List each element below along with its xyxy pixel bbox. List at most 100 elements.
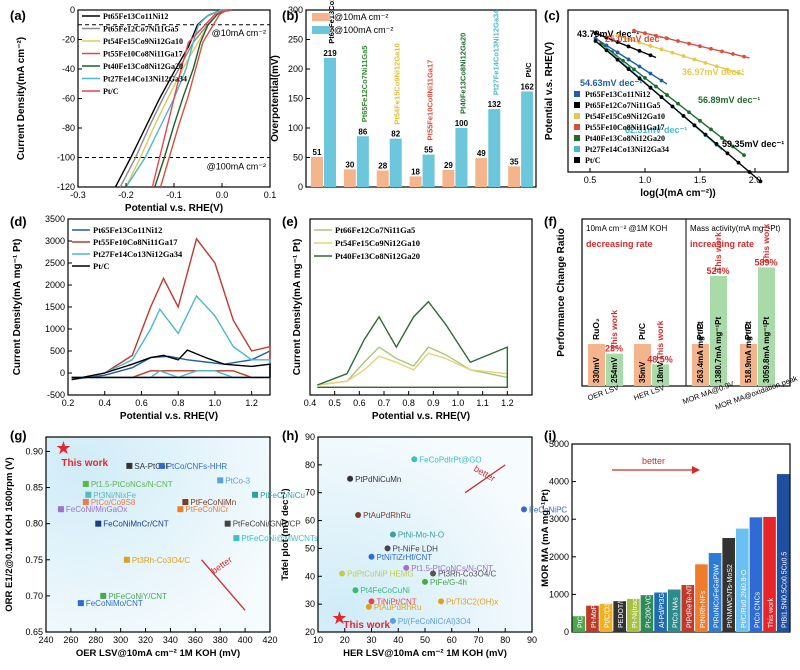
e-xtick-label: 1.2 <box>501 398 514 408</box>
note: increasing rate <box>690 239 754 249</box>
point-label: PtFeCoNi@MWCNTs <box>241 534 318 543</box>
b-ytick-label: 250 <box>288 35 303 45</box>
panel-e-frame <box>309 218 533 396</box>
x-axis-label: HER LSV@10mA cm⁻² 1M KOH (mV) <box>343 648 507 659</box>
data-marker <box>368 598 375 605</box>
data-label: 82 <box>391 130 400 139</box>
fit-line <box>595 40 761 182</box>
data-marker <box>520 506 527 513</box>
cv-curve <box>317 300 509 388</box>
e-xtick-label: 1.0 <box>452 398 465 408</box>
x-axis-label: Potential v.s. RHE(V) <box>125 203 223 214</box>
a-xtick-label: 0.0 <box>216 190 229 200</box>
legend-marker <box>574 146 580 152</box>
data-marker <box>82 480 89 487</box>
legend-entry: Pt40Fe13Co8Ni12Ga20 <box>585 134 665 143</box>
panel-letter: (h) <box>282 428 299 443</box>
g-ytick-label: 0.90 <box>25 446 43 456</box>
panel-g-frame <box>45 436 271 633</box>
point-label: FeCoNiMnCr/CNT <box>103 520 168 529</box>
bar <box>343 169 356 187</box>
data-marker <box>389 617 396 624</box>
b-ytick-label: 300 <box>288 5 303 15</box>
point-label: Pt/Ti3C2(OH)x <box>446 597 498 606</box>
data-marker <box>355 512 362 518</box>
legend-entry: Pt54Fe15Co9Ni12Ga10 <box>103 37 183 46</box>
e-xtick-label: 0.4 <box>304 398 317 408</box>
h-ytick-label: 80 <box>305 460 315 470</box>
point-label: FeCoNiPC <box>529 505 567 514</box>
bar-label: This work <box>768 598 775 628</box>
point-label: PtCo-3 <box>225 476 250 485</box>
e-xtick-label: 0.6 <box>353 398 366 408</box>
legend-marker <box>574 91 580 97</box>
bar <box>640 595 654 632</box>
i-ytick-label: 1000 <box>549 589 569 599</box>
panel-h: ★This work FeCoPdIrPt@GO PtPdNiCuMn FeCoNiP… <box>305 432 567 645</box>
b-ytick-label: 0 <box>298 182 303 192</box>
data-marker <box>365 603 372 610</box>
better-arrow <box>201 559 246 611</box>
g-ytick-label: 0.70 <box>25 591 43 601</box>
x-axis-label: OER LSV@10mA cm⁻² 1M KOH (mV) <box>76 648 240 659</box>
series-line <box>159 9 232 188</box>
category-label: Pt54Fe15Co9Ni12Ga10 <box>393 43 402 124</box>
data-marker <box>430 570 437 577</box>
d-xtick-label: 0.2 <box>62 398 75 408</box>
h-ytick-label: 60 <box>305 516 315 526</box>
h-ytick-label: 30 <box>305 599 315 609</box>
point-label: PtNi-Mo-N-O <box>398 531 444 540</box>
point-label: PtFeCoNiMn <box>190 498 236 507</box>
legend-marker <box>574 135 580 141</box>
data-label: 35 <box>510 157 519 166</box>
h-ytick-label: 70 <box>305 488 315 498</box>
a-ytick-label: -80 <box>62 123 75 133</box>
bar-label: PtBi1.5Ni0.5Co0.5Cu0.5 <box>782 552 789 628</box>
d-ytick-label: 500 <box>50 346 65 356</box>
cv-curve <box>71 237 271 381</box>
d-xtick-label: 1.2 <box>245 398 258 408</box>
bar-label: PtRuNiCoFeGaPbW <box>714 564 721 628</box>
point-label: PtPdNiCuMn <box>355 475 401 484</box>
bar-label: Pt/C/O3-P <box>605 596 612 628</box>
a-xtick-label: -0.2 <box>118 190 134 200</box>
bar <box>667 589 681 632</box>
bar-value: 35mV <box>638 361 647 383</box>
bar <box>758 267 775 386</box>
d-xtick-label: 0.4 <box>98 398 111 408</box>
legend-entry: Pt55Fe10Co8Ni11Ga17 <box>93 237 178 247</box>
bar <box>572 616 586 632</box>
i-ytick-label: 5000 <box>549 439 569 449</box>
data-marker <box>384 545 391 552</box>
fit-line <box>617 35 745 76</box>
c-xtick-label: 0.5 <box>584 175 597 185</box>
data-marker <box>82 499 89 505</box>
note: decreasing rate <box>586 239 653 249</box>
point-label: Pt1.5-PtCoNCs/N-CNT <box>411 564 493 573</box>
bar-label: This work <box>761 223 771 263</box>
a-ytick-label: -40 <box>62 64 75 74</box>
bar <box>763 516 776 632</box>
point-label: Pt/(FeCoNiCrAl)3O4 <box>398 617 471 626</box>
legend-entry: Pt66Fe12Co7Ni11Ga5 <box>335 225 415 235</box>
bar <box>708 553 722 632</box>
bar <box>422 154 435 187</box>
slope-label: 36.97mV dec⁻¹ <box>682 67 744 77</box>
data-marker <box>85 491 92 498</box>
bar-label: PtCo NAs <box>673 597 680 628</box>
point-label: Pt3Rh-Co3O4/C <box>438 570 496 579</box>
data-label: 18 <box>411 167 420 176</box>
bar <box>376 170 389 187</box>
point-label: FeCoNiMo/CNT <box>86 599 143 608</box>
y-axis-label: Current Density(mA mg⁻¹ Pt) <box>12 239 23 376</box>
point-label: SA-PtCoF <box>134 462 170 471</box>
h-xtick-label: 90 <box>527 635 537 645</box>
data-marker <box>95 520 102 527</box>
category-label: Pt65Fe12Co7Ni11Ga5 <box>360 46 369 123</box>
header: 10mA cm⁻² @1M KOH <box>586 224 667 233</box>
legend-marker <box>574 157 580 163</box>
d-ytick-label: -500 <box>47 390 65 400</box>
better-label: better <box>642 456 665 466</box>
bar-label: PtPdReTe-NTs <box>686 582 693 628</box>
legend-entry: Pt27Fe14Co13Ni12Ga34 <box>93 249 183 259</box>
